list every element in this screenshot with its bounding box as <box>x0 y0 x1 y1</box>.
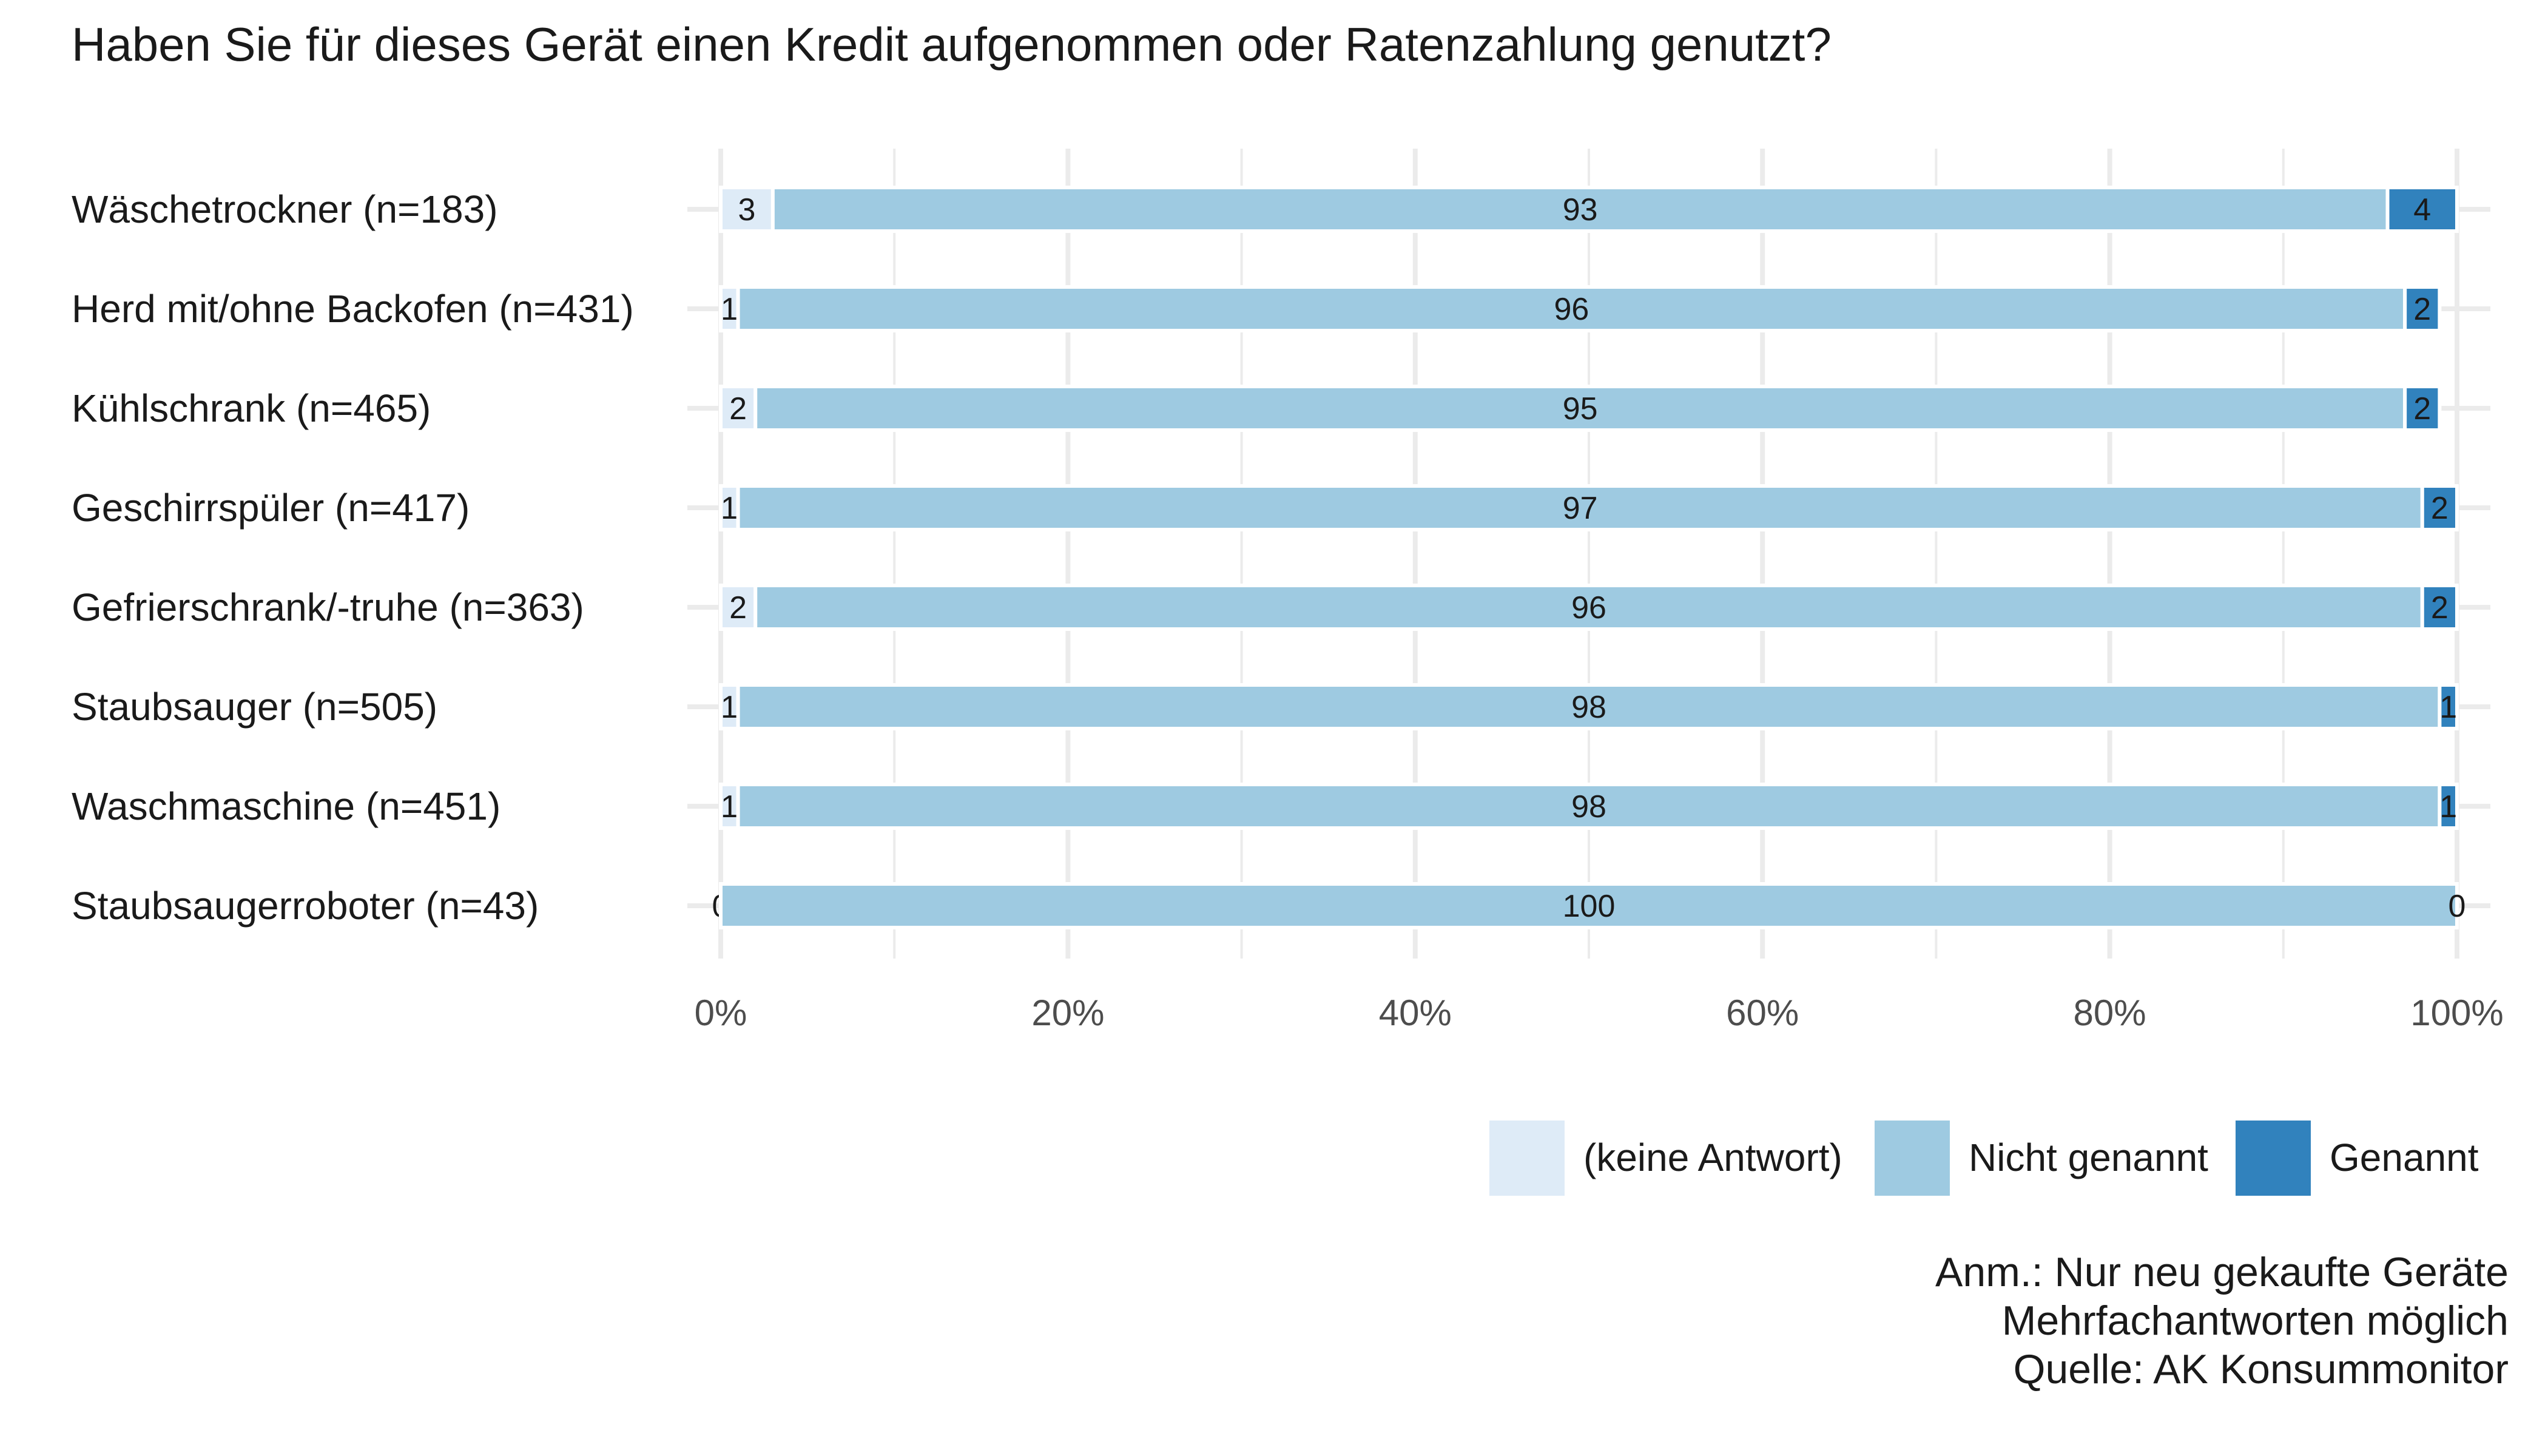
data-label: 2 <box>2431 491 2449 526</box>
data-label: 1 <box>2439 690 2457 725</box>
category-label: Herd mit/ohne Backofen (n=431) <box>72 287 634 331</box>
legend-label: Genannt <box>2330 1136 2479 1179</box>
category-label: Waschmaschine (n=451) <box>72 784 500 828</box>
category-label: Wäschetrockner (n=183) <box>72 187 498 231</box>
bar-segment <box>736 484 2424 531</box>
data-label: 4 <box>2413 192 2431 228</box>
data-label: 0 <box>2449 889 2466 924</box>
data-label: 3 <box>738 192 755 228</box>
bar-segment <box>753 385 2407 432</box>
category-labels: Wäschetrockner (n=183) Herd mit/ohne Back… <box>72 187 634 928</box>
data-label: 2 <box>729 391 747 426</box>
bar-segment <box>2438 683 2459 730</box>
bar-segment <box>736 783 2442 830</box>
bar-segment <box>2385 186 2459 233</box>
data-label: 93 <box>1563 192 1598 228</box>
legend: (keine Antwort) Nicht genannt Genannt <box>1489 1121 2479 1196</box>
x-tick-label: 20% <box>1031 993 1104 1033</box>
grid-lines <box>687 149 2490 959</box>
legend-key <box>1489 1121 1565 1196</box>
bar-segment <box>2438 783 2459 830</box>
bar-segment <box>719 882 2459 929</box>
data-label: 2 <box>2413 391 2431 426</box>
data-label: 96 <box>1571 590 1606 625</box>
note-line: Anm.: Nur neu gekaufte Geräte <box>1935 1249 2509 1295</box>
notes: Anm.: Nur neu gekaufte GeräteMehrfachant… <box>1935 1249 2509 1392</box>
legend-label: (keine Antwort) <box>1583 1136 1842 1179</box>
data-label: 100 <box>1563 889 1616 924</box>
category-label: Staubsaugerroboter (n=43) <box>72 884 539 928</box>
data-label: 1 <box>721 292 738 327</box>
note-line: Quelle: AK Konsummonitor <box>2014 1346 2509 1392</box>
chart-title: Haben Sie für dieses Gerät einen Kredit … <box>72 18 1832 71</box>
data-label: 1 <box>721 491 738 526</box>
data-label: 1 <box>721 690 738 725</box>
bar-segment <box>719 484 740 531</box>
data-label: 95 <box>1563 391 1598 426</box>
bar-segment <box>719 584 758 631</box>
bar-segment <box>753 584 2424 631</box>
bar-segment <box>736 285 2407 332</box>
bar-segment <box>2403 285 2442 332</box>
category-label: Staubsauger (n=505) <box>72 685 437 729</box>
data-label: 2 <box>729 590 747 625</box>
legend-key <box>2236 1121 2311 1196</box>
bar-segment <box>2420 584 2459 631</box>
x-tick-label: 80% <box>2074 993 2146 1033</box>
category-label: Kühlschrank (n=465) <box>72 386 431 430</box>
data-label: 2 <box>2413 292 2431 327</box>
x-tick-label: 60% <box>1726 993 1799 1033</box>
data-label: 97 <box>1563 491 1598 526</box>
legend-label: Nicht genannt <box>1969 1136 2208 1179</box>
data-label: 1 <box>721 789 738 824</box>
bar-segment <box>770 186 2390 233</box>
data-label: 98 <box>1571 789 1606 824</box>
legend-key <box>1875 1121 1950 1196</box>
bar-segment <box>719 186 775 233</box>
bar-segment <box>2403 385 2442 432</box>
data-label: 2 <box>2431 590 2449 625</box>
bar-segment <box>719 385 758 432</box>
x-tick-label: 40% <box>1379 993 1452 1033</box>
data-label: 1 <box>2439 789 2457 824</box>
bar-segment <box>2420 484 2459 531</box>
x-axis-ticks: 0% 20% 40% 60% 80% 100% <box>695 993 2504 1033</box>
x-tick-label: 0% <box>695 993 747 1033</box>
bar-segment <box>736 683 2442 730</box>
note-line: Mehrfachantworten möglich <box>2002 1298 2509 1344</box>
data-label: 96 <box>1554 292 1589 327</box>
bars: 393419622952197229621981198101000 <box>712 186 2466 929</box>
category-label: Geschirrspüler (n=417) <box>72 486 470 530</box>
data-label: 98 <box>1571 690 1606 725</box>
x-tick-label: 100% <box>2410 993 2503 1033</box>
category-label: Gefrierschrank/-truhe (n=363) <box>72 585 584 629</box>
